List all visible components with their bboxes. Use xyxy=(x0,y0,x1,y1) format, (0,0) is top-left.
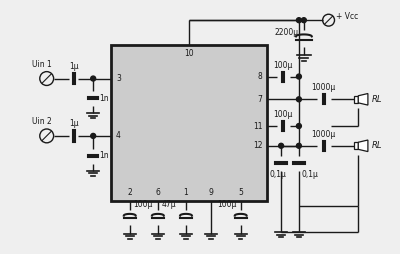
Circle shape xyxy=(296,18,301,23)
Text: 1μ: 1μ xyxy=(70,119,79,128)
Text: 8: 8 xyxy=(258,72,262,81)
Bar xyxy=(354,142,358,149)
Text: 1000μ: 1000μ xyxy=(312,130,336,139)
Text: 3: 3 xyxy=(116,74,121,83)
Circle shape xyxy=(296,97,301,102)
Text: + Vcc: + Vcc xyxy=(336,12,359,21)
Text: Uin 2: Uin 2 xyxy=(32,117,52,126)
Text: 11: 11 xyxy=(253,121,262,131)
Circle shape xyxy=(279,143,284,148)
Text: 100μ: 100μ xyxy=(134,200,153,209)
Text: Uin 1: Uin 1 xyxy=(32,60,52,69)
Text: 2: 2 xyxy=(127,188,132,197)
Text: RL: RL xyxy=(372,95,382,104)
Text: 10: 10 xyxy=(184,49,194,58)
Text: 2200μ: 2200μ xyxy=(274,27,298,37)
Text: 47μ: 47μ xyxy=(162,200,176,209)
Text: 0,1μ: 0,1μ xyxy=(302,169,319,179)
Text: 1: 1 xyxy=(184,188,188,197)
Text: 1n: 1n xyxy=(99,151,109,160)
Text: 100μ: 100μ xyxy=(273,61,293,70)
Circle shape xyxy=(296,143,301,148)
Polygon shape xyxy=(358,93,368,105)
Text: 5: 5 xyxy=(238,188,243,197)
Circle shape xyxy=(91,76,96,81)
Text: 9: 9 xyxy=(208,188,214,197)
Text: 100μ: 100μ xyxy=(273,110,293,119)
Text: 12: 12 xyxy=(253,141,262,150)
Text: 1μ: 1μ xyxy=(70,62,79,71)
Text: 4: 4 xyxy=(116,131,121,140)
Circle shape xyxy=(296,74,301,79)
Text: 1000μ: 1000μ xyxy=(312,83,336,92)
Circle shape xyxy=(91,133,96,138)
Text: 7: 7 xyxy=(258,95,262,104)
Text: 1n: 1n xyxy=(99,94,109,103)
Circle shape xyxy=(301,18,306,23)
Bar xyxy=(354,96,358,103)
Bar xyxy=(111,45,267,201)
Text: RL: RL xyxy=(372,141,382,150)
Circle shape xyxy=(296,123,301,129)
Text: 6: 6 xyxy=(156,188,160,197)
Text: 0,1μ: 0,1μ xyxy=(270,169,286,179)
Polygon shape xyxy=(358,140,368,152)
Text: 100μ: 100μ xyxy=(217,200,237,209)
